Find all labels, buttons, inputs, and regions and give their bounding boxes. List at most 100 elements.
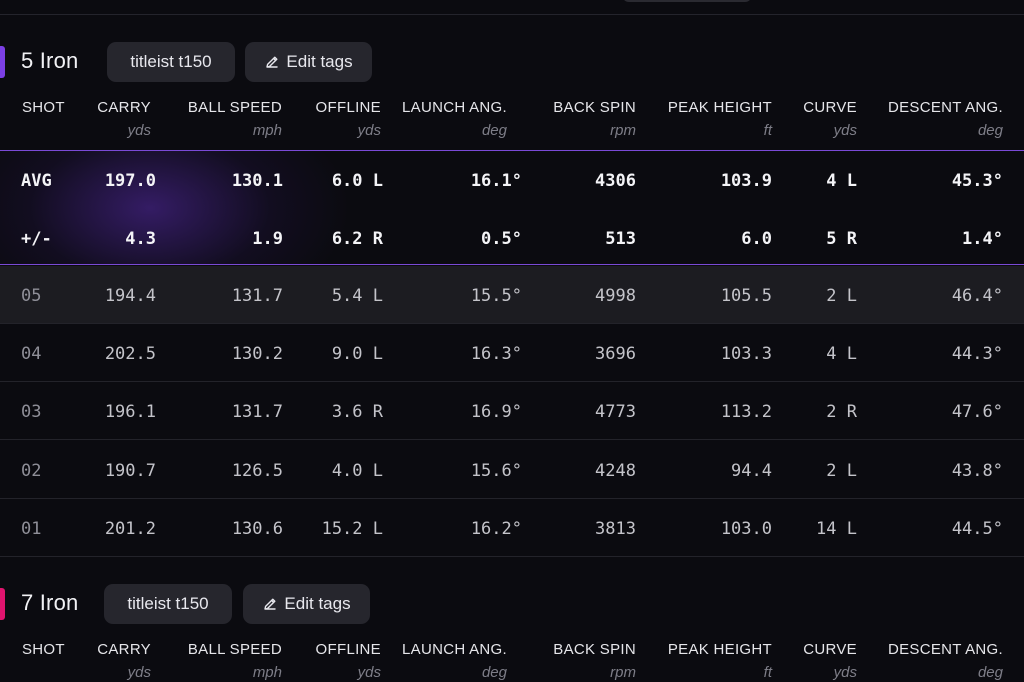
shot-ball-speed: 131.7 <box>231 402 283 423</box>
shot-ball-speed: 131.7 <box>231 286 283 306</box>
spread-offline: 6.2 R <box>331 229 383 249</box>
shot-row[interactable] <box>0 324 1024 383</box>
edit-tags-button[interactable]: Edit tags <box>245 42 372 82</box>
spread-carry: 4.3 <box>125 229 156 249</box>
column-header-spin[interactable]: BACK SPIN <box>553 641 636 658</box>
shot-descent: 44.5° <box>951 518 1003 539</box>
column-header-carry[interactable]: CARRY <box>97 99 151 116</box>
club-name: 7 Iron <box>21 590 79 615</box>
shot-spin: 4773 <box>595 402 636 423</box>
shot-peak: 94.4 <box>731 460 772 481</box>
column-unit-descent: deg <box>977 122 1003 139</box>
edit-tags-button[interactable]: Edit tags <box>243 584 370 624</box>
shot-offline: 3.6 R <box>331 402 383 423</box>
shot-peak: 103.3 <box>720 344 772 365</box>
column-header-ball-speed[interactable]: BALL SPEED <box>187 641 282 658</box>
shot-peak: 113.2 <box>720 402 772 423</box>
avg-peak: 103.9 <box>720 171 772 191</box>
shot-shot: 04 <box>21 344 42 365</box>
column-unit-peak: ft <box>763 664 772 681</box>
spread-descent: 1.4° <box>962 229 1003 249</box>
column-header-spin[interactable]: BACK SPIN <box>553 99 636 116</box>
column-header-launch[interactable]: LAUNCH ANG. <box>402 641 507 658</box>
top-divider <box>0 14 1024 15</box>
column-header-carry[interactable]: CARRY <box>97 641 151 658</box>
avg-curve: 4 L <box>826 171 857 191</box>
club-header: 5 Iron titleist t150 Edit tags <box>0 42 1024 82</box>
shot-row[interactable] <box>0 499 1024 557</box>
column-unit-launch: deg <box>481 664 507 681</box>
avg-carry: 197.0 <box>104 171 156 191</box>
club-accent-bar <box>0 46 5 78</box>
shot-spin: 3696 <box>595 344 636 365</box>
edit-tags-label: Edit tags <box>286 52 353 71</box>
column-header-descent[interactable]: DESCENT ANG. <box>887 641 1003 658</box>
shot-offline: 9.0 L <box>331 344 383 365</box>
club-tag-pill[interactable]: titleist t150 <box>104 584 232 624</box>
spread-curve: 5 R <box>826 229 857 249</box>
column-unit-carry: yds <box>127 122 151 139</box>
club-header: 7 Iron titleist t150 Edit tags <box>0 584 1024 624</box>
shot-launch: 16.9° <box>470 402 522 423</box>
spread-spin: 513 <box>605 229 636 249</box>
shot-launch: 15.6° <box>470 460 522 481</box>
spread-shot: +/- <box>21 229 52 249</box>
shot-descent: 47.6° <box>951 402 1003 423</box>
avg-ball-speed: 130.1 <box>231 171 283 191</box>
column-header-descent[interactable]: DESCENT ANG. <box>887 99 1003 116</box>
shot-row[interactable] <box>0 266 1024 324</box>
spread-launch: 0.5° <box>481 229 522 249</box>
club-tag-pill[interactable]: titleist t150 <box>107 42 235 82</box>
shot-descent: 44.3° <box>951 344 1003 365</box>
club-accent-bar <box>0 588 5 620</box>
shot-spin: 4998 <box>595 286 636 306</box>
top-pill[interactable] <box>622 0 752 2</box>
shot-curve: 2 L <box>826 286 857 306</box>
shot-curve: 2 R <box>826 402 857 423</box>
column-unit-descent: deg <box>977 664 1003 681</box>
pencil-icon <box>264 54 280 70</box>
avg-offline: 6.0 L <box>331 171 383 191</box>
club-name: 5 Iron <box>21 48 79 73</box>
shot-shot: 01 <box>21 518 42 539</box>
shot-offline: 15.2 L <box>321 518 383 539</box>
avg-shot: AVG <box>21 171 52 191</box>
shot-ball-speed: 130.2 <box>231 344 283 365</box>
column-header-shot[interactable]: SHOT <box>22 99 65 116</box>
shot-shot: 03 <box>21 402 42 423</box>
column-unit-carry: yds <box>127 664 151 681</box>
shot-peak: 105.5 <box>720 286 772 306</box>
column-unit-spin: rpm <box>610 664 636 681</box>
column-unit-curve: yds <box>833 122 857 139</box>
column-header-curve[interactable]: CURVE <box>803 99 857 116</box>
avg-descent: 45.3° <box>951 171 1003 191</box>
shot-row[interactable] <box>0 441 1024 499</box>
club-tag-label: titleist t150 <box>130 52 212 71</box>
shot-launch: 16.3° <box>470 344 522 365</box>
column-unit-offline: yds <box>357 664 381 681</box>
shot-carry: 190.7 <box>104 460 156 481</box>
shot-descent: 43.8° <box>951 460 1003 481</box>
shot-shot: 05 <box>21 286 42 306</box>
column-unit-launch: deg <box>481 122 507 139</box>
shot-offline: 4.0 L <box>331 460 383 481</box>
club-tag-label: titleist t150 <box>127 594 209 613</box>
column-header-ball-speed[interactable]: BALL SPEED <box>187 99 282 116</box>
column-header-peak[interactable]: PEAK HEIGHT <box>667 641 772 658</box>
column-header-offline[interactable]: OFFLINE <box>315 641 381 658</box>
column-header-launch[interactable]: LAUNCH ANG. <box>402 99 507 116</box>
shot-curve: 2 L <box>826 460 857 481</box>
avg-launch: 16.1° <box>470 171 522 191</box>
column-header-peak[interactable]: PEAK HEIGHT <box>667 99 772 116</box>
spread-peak: 6.0 <box>741 229 772 249</box>
shot-row[interactable] <box>0 382 1024 441</box>
column-header-offline[interactable]: OFFLINE <box>315 99 381 116</box>
shot-descent: 46.4° <box>951 286 1003 306</box>
shot-carry: 194.4 <box>104 286 156 306</box>
spread-ball-speed: 1.9 <box>252 229 283 249</box>
column-header-curve[interactable]: CURVE <box>803 641 857 658</box>
column-unit-peak: ft <box>763 122 772 139</box>
shot-ball-speed: 130.6 <box>231 518 283 539</box>
column-header-shot[interactable]: SHOT <box>22 641 65 658</box>
column-unit-curve: yds <box>833 664 857 681</box>
